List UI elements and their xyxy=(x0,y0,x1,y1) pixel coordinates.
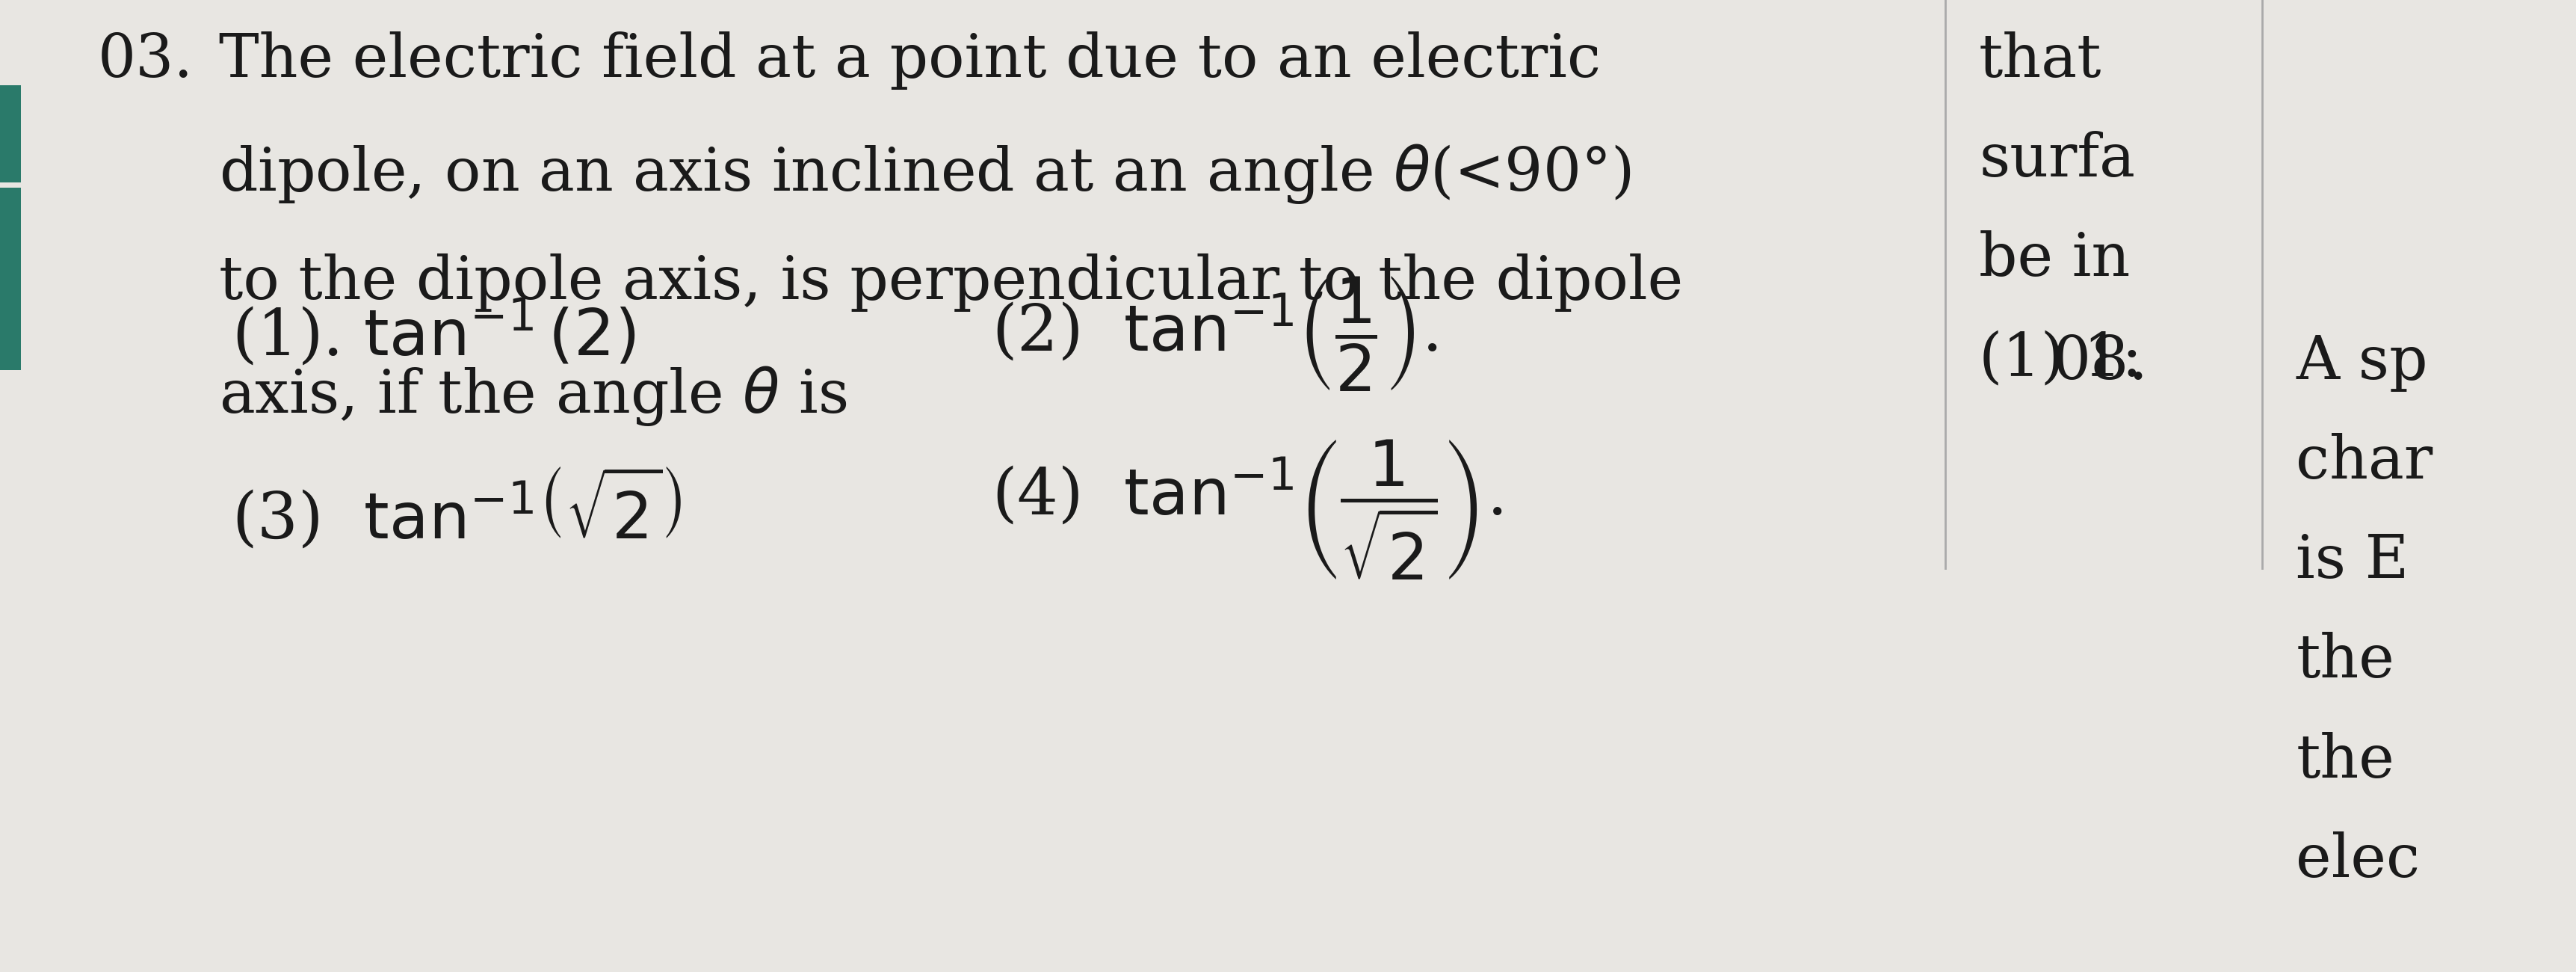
Text: (4)  $\tan^{-1}\!\left(\dfrac{1}{\sqrt{2}}\right)$.: (4) $\tan^{-1}\!\left(\dfrac{1}{\sqrt{2}… xyxy=(992,437,1502,581)
Text: axis, if the angle $\theta$ is: axis, if the angle $\theta$ is xyxy=(219,364,848,428)
Text: A sp: A sp xyxy=(2295,333,2427,392)
Text: be in: be in xyxy=(1978,230,2130,289)
Text: (2)  $\tan^{-1}\!\left(\dfrac{1}{2}\right)$.: (2) $\tan^{-1}\!\left(\dfrac{1}{2}\right… xyxy=(992,274,1437,392)
Text: elec: elec xyxy=(2295,831,2419,889)
FancyBboxPatch shape xyxy=(0,188,21,370)
Text: (1). $\tan^{-1}(2)$: (1). $\tan^{-1}(2)$ xyxy=(232,297,636,368)
Text: 08.: 08. xyxy=(2050,333,2148,392)
Text: The electric field at a point due to an electric: The electric field at a point due to an … xyxy=(219,31,1600,89)
Text: to the dipole axis, is perpendicular to the dipole: to the dipole axis, is perpendicular to … xyxy=(219,254,1682,312)
Text: (3)  $\tan^{-1}\!\left(\sqrt{2}\right)$: (3) $\tan^{-1}\!\left(\sqrt{2}\right)$ xyxy=(232,467,683,552)
Text: 03.: 03. xyxy=(98,31,193,89)
Text: the: the xyxy=(2295,632,2393,690)
Text: surfa: surfa xyxy=(1978,131,2136,190)
Text: is E: is E xyxy=(2295,533,2409,591)
Text: dipole, on an axis inclined at an angle $\theta$(<90°): dipole, on an axis inclined at an angle … xyxy=(219,142,1631,206)
FancyBboxPatch shape xyxy=(0,86,21,182)
Text: the: the xyxy=(2295,732,2393,790)
Text: (1) 1:: (1) 1: xyxy=(1978,330,2141,389)
Text: char: char xyxy=(2295,433,2432,491)
Text: that: that xyxy=(1978,31,2102,89)
